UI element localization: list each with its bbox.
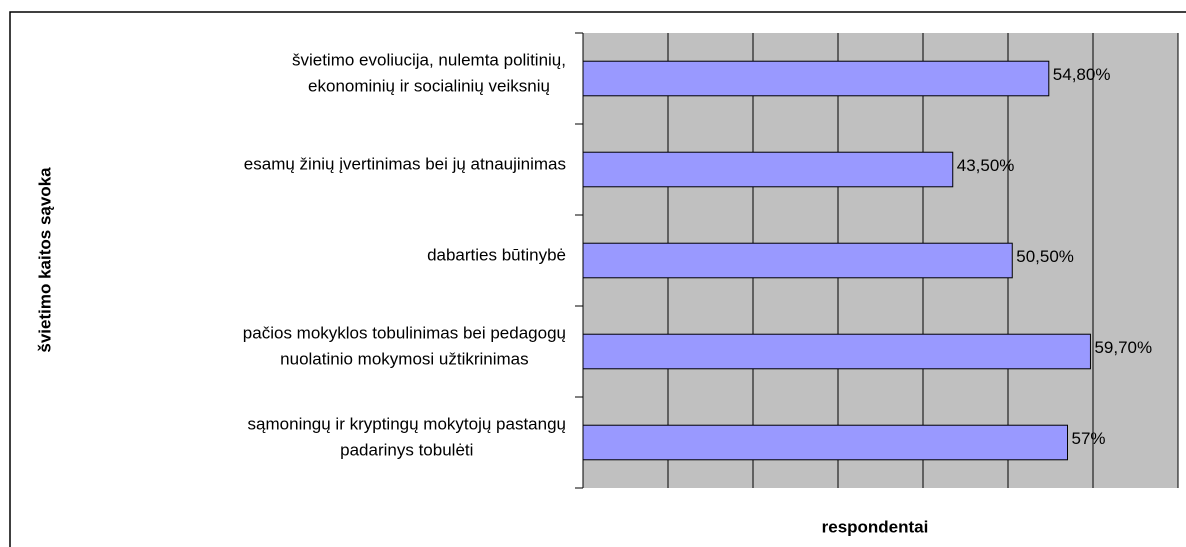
bar <box>582 333 1091 370</box>
value-label: 54,80% <box>1053 65 1111 84</box>
bar <box>582 424 1068 461</box>
x-axis-label: respondentai <box>822 517 929 536</box>
y-tick-label: dabarties būtinybė <box>427 246 566 265</box>
bar <box>582 151 954 188</box>
bar <box>582 60 1050 97</box>
y-tick-label: sąmoningų ir kryptingų mokytojų pastangų… <box>248 415 566 460</box>
value-label: 59,70% <box>1094 338 1152 357</box>
value-label: 57% <box>1072 429 1106 448</box>
y-tick-label: esamų žinių įvertinimas bei jų atnaujini… <box>244 155 566 174</box>
y-tick-label: pačios mokyklos tobulinimas bei pedagogų… <box>243 324 566 369</box>
y-tick-label: švietimo evoliucija, nulemta politinių, e… <box>292 51 566 96</box>
value-label: 50,50% <box>1016 247 1074 266</box>
y-axis-label: švietimo kaitos sąvoka <box>35 167 54 353</box>
bar <box>582 242 1013 279</box>
value-label: 43,50% <box>957 156 1015 175</box>
